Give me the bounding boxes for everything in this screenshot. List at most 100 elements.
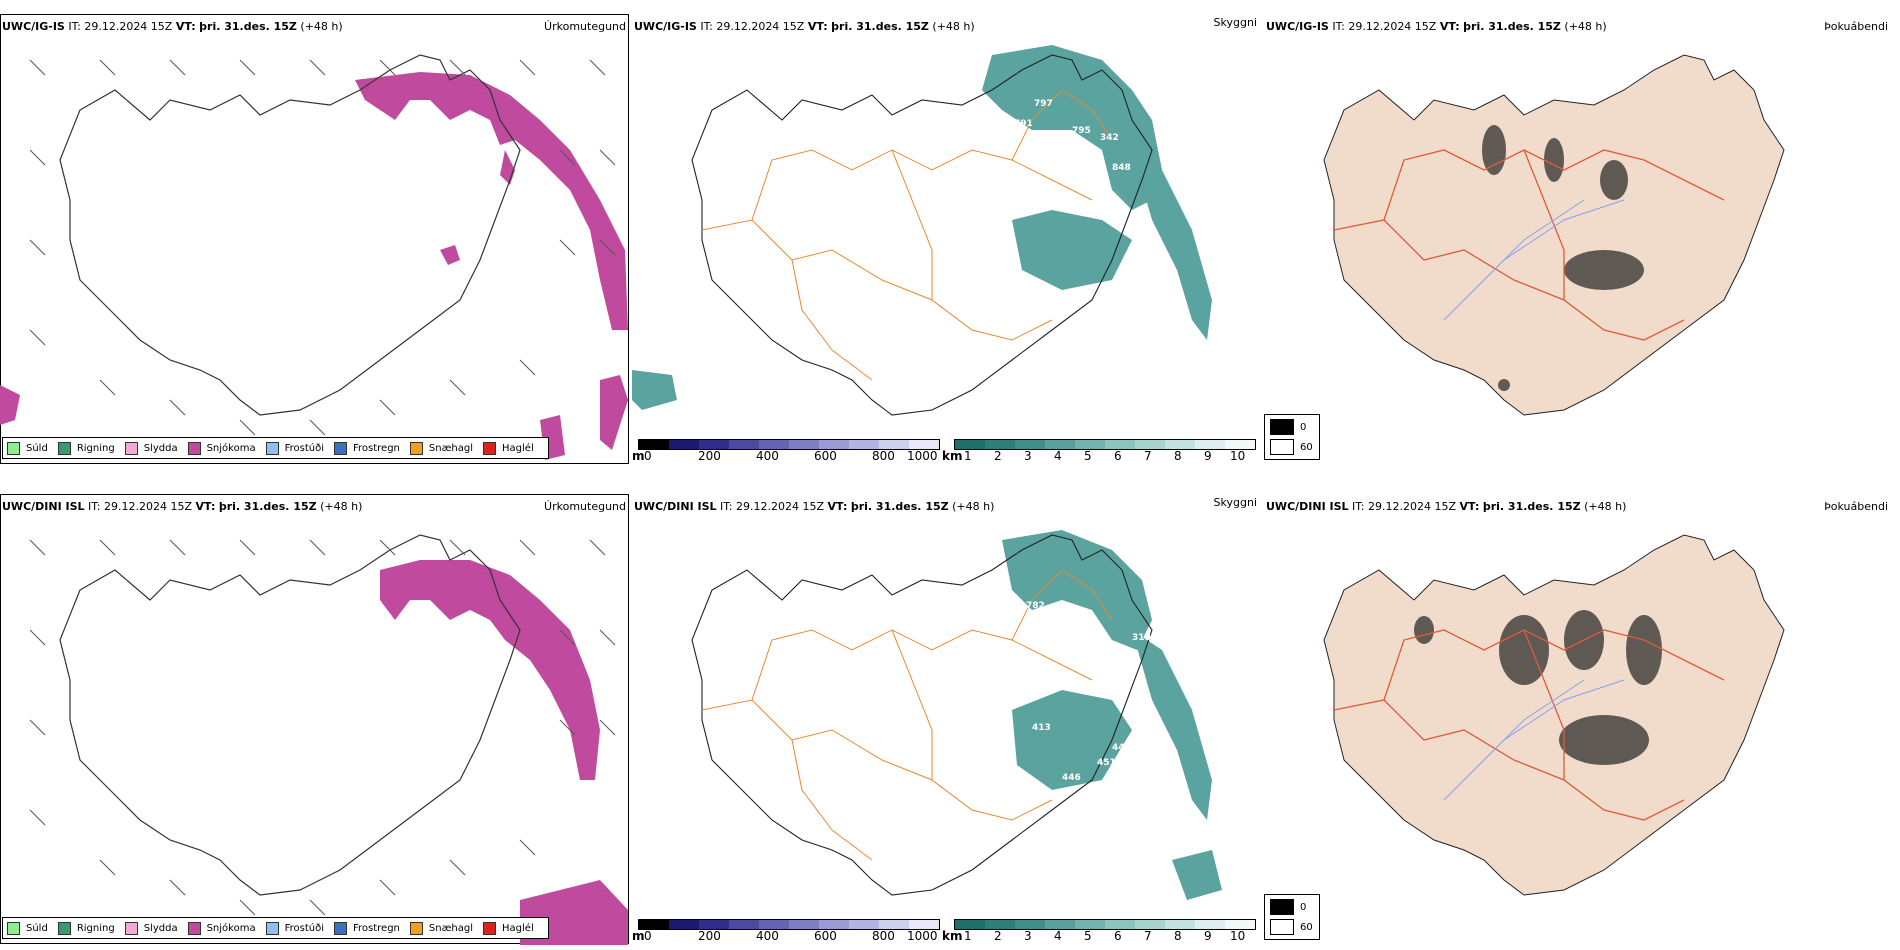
legend-item: Frostregn bbox=[334, 921, 400, 935]
tick-label: 0 bbox=[644, 449, 652, 463]
unit-label: km bbox=[942, 449, 963, 463]
fog-index-panel-top: UWC/IG-IS IT: 29.12.2024 15Z VT: þri. 31… bbox=[1264, 0, 1894, 465]
run-header: UWC/DINI ISL IT: 29.12.2024 15Z VT: þri.… bbox=[2, 500, 363, 513]
legend-item: Haglél bbox=[483, 441, 534, 455]
colorbar-meters bbox=[638, 439, 940, 450]
legend-item: Slydda bbox=[124, 441, 178, 455]
iceland-outline bbox=[59, 534, 521, 896]
legend-label: 0 bbox=[1300, 421, 1307, 433]
wind-barbs bbox=[29, 539, 616, 916]
tick-label: 4 bbox=[1054, 929, 1062, 943]
tick-label: 8 bbox=[1174, 449, 1182, 463]
precip-type-panel-top: UWC/IG-IS IT: 29.12.2024 15Z VT: þri. 31… bbox=[0, 0, 630, 465]
legend-item: Frostregn bbox=[334, 441, 400, 455]
tick-label: 1000 bbox=[907, 449, 938, 463]
value-label: 451 bbox=[1097, 758, 1116, 768]
snow-areas bbox=[0, 72, 628, 460]
visibility-panel-bottom: 782 703 847 310 442 451 446 413 UWC/DINI… bbox=[632, 480, 1262, 945]
tick-label: 10 bbox=[1230, 929, 1246, 943]
visibility-teal-areas bbox=[632, 45, 1212, 410]
legend-label: 60 bbox=[1300, 441, 1313, 453]
legend-item: Frostúði bbox=[265, 441, 324, 455]
tick-label: 600 bbox=[814, 929, 837, 943]
value-label: 847 bbox=[1077, 653, 1096, 663]
tick-label: 2 bbox=[994, 929, 1002, 943]
precip-map bbox=[29, 534, 628, 945]
fog-map bbox=[1323, 54, 1785, 416]
iceland-land bbox=[1323, 534, 1785, 896]
panel-title: Skyggni bbox=[1213, 16, 1257, 29]
unit-label: m bbox=[632, 449, 645, 463]
run-header: UWC/DINI ISL IT: 29.12.2024 15Z VT: þri.… bbox=[1266, 500, 1627, 513]
tick-label: 5 bbox=[1084, 929, 1092, 943]
tick-label: 400 bbox=[756, 929, 779, 943]
tick-label: 7 bbox=[1144, 449, 1152, 463]
precip-legend: Súld Rigning Slydda Snjókoma Frostúði Fr… bbox=[2, 437, 549, 459]
fog-map bbox=[1323, 534, 1785, 896]
elevation-labels: 782 703 847 310 442 451 446 413 bbox=[1026, 601, 1151, 783]
road-network bbox=[701, 569, 1113, 861]
visibility-panel-top: 797 791 795 221 342 848 551 415 UWC/IG-I… bbox=[632, 0, 1262, 465]
legend-label: 0 bbox=[1300, 901, 1307, 913]
legend-item: Rigning bbox=[57, 921, 115, 935]
visibility-map: 782 703 847 310 442 451 446 413 bbox=[691, 530, 1222, 900]
iceland-outline bbox=[691, 534, 1153, 896]
fog-index-panel-bottom: UWC/DINI ISL IT: 29.12.2024 15Z VT: þri.… bbox=[1264, 480, 1894, 945]
tick-label: 3 bbox=[1024, 929, 1032, 943]
value-label: 342 bbox=[1100, 133, 1119, 143]
colorbar-km bbox=[954, 919, 1256, 930]
legend-item: Slydda bbox=[124, 921, 178, 935]
precip-type-panel-bottom: UWC/DINI ISL IT: 29.12.2024 15Z VT: þri.… bbox=[0, 480, 630, 945]
value-label: 442 bbox=[1112, 743, 1131, 753]
run-header: UWC/IG-IS IT: 29.12.2024 15Z VT: þri. 31… bbox=[1266, 20, 1607, 33]
value-label: 795 bbox=[1072, 126, 1091, 136]
tick-label: 1 bbox=[964, 929, 972, 943]
tick-label: 200 bbox=[698, 929, 721, 943]
road-network bbox=[701, 89, 1113, 381]
rivers bbox=[1443, 199, 1625, 321]
iceland-land bbox=[1323, 54, 1785, 416]
value-label: 551 bbox=[1077, 156, 1096, 166]
legend-item: Haglél bbox=[483, 921, 534, 935]
panel-title: Skyggni bbox=[1213, 496, 1257, 509]
legend-item: Snæhagl bbox=[409, 441, 473, 455]
tick-label: 200 bbox=[698, 449, 721, 463]
tick-label: 6 bbox=[1114, 449, 1122, 463]
tick-label: 4 bbox=[1054, 449, 1062, 463]
elevation-labels: 797 791 795 221 342 848 551 415 bbox=[1014, 99, 1131, 193]
visibility-colorbar: m 0 200 400 600 800 1000 km 1 2 3 4 5 6 … bbox=[632, 915, 1262, 945]
precip-legend: Súld Rigning Slydda Snjókoma Frostúði Fr… bbox=[2, 917, 549, 939]
panel-title: Þokuábendi bbox=[1824, 500, 1888, 513]
unit-label: km bbox=[942, 929, 963, 943]
tick-label: 1000 bbox=[907, 929, 938, 943]
value-label: 310 bbox=[1132, 633, 1151, 643]
panel-title: Þokuábendi bbox=[1824, 20, 1888, 33]
road-network bbox=[1333, 629, 1725, 821]
tick-label: 5 bbox=[1084, 449, 1092, 463]
panel-title: Úrkomutegund bbox=[544, 20, 626, 33]
fog-legend: 0 60 bbox=[1264, 414, 1320, 460]
run-header: UWC/DINI ISL IT: 29.12.2024 15Z VT: þri.… bbox=[634, 500, 995, 513]
legend-item: Rigning bbox=[57, 441, 115, 455]
unit-label: m bbox=[632, 929, 645, 943]
tick-label: 10 bbox=[1230, 449, 1246, 463]
iceland-outline bbox=[59, 54, 521, 416]
legend-item: Snjókoma bbox=[187, 441, 256, 455]
legend-item: Súld bbox=[7, 441, 48, 455]
colorbar-km bbox=[954, 439, 1256, 450]
tick-label: 7 bbox=[1144, 929, 1152, 943]
precip-map bbox=[0, 54, 628, 460]
run-header: UWC/IG-IS IT: 29.12.2024 15Z VT: þri. 31… bbox=[634, 20, 975, 33]
visibility-map: 797 791 795 221 342 848 551 415 bbox=[632, 45, 1212, 416]
value-label: 413 bbox=[1032, 723, 1051, 733]
colorbar-meters bbox=[638, 919, 940, 930]
map-frame bbox=[0, 14, 629, 464]
tick-label: 2 bbox=[994, 449, 1002, 463]
legend-item: Frostúði bbox=[265, 921, 324, 935]
value-label: 848 bbox=[1112, 163, 1131, 173]
tick-label: 0 bbox=[644, 929, 652, 943]
tick-label: 800 bbox=[872, 449, 895, 463]
value-label: 446 bbox=[1062, 773, 1081, 783]
wind-barbs bbox=[29, 59, 616, 436]
value-label: 797 bbox=[1034, 99, 1053, 109]
